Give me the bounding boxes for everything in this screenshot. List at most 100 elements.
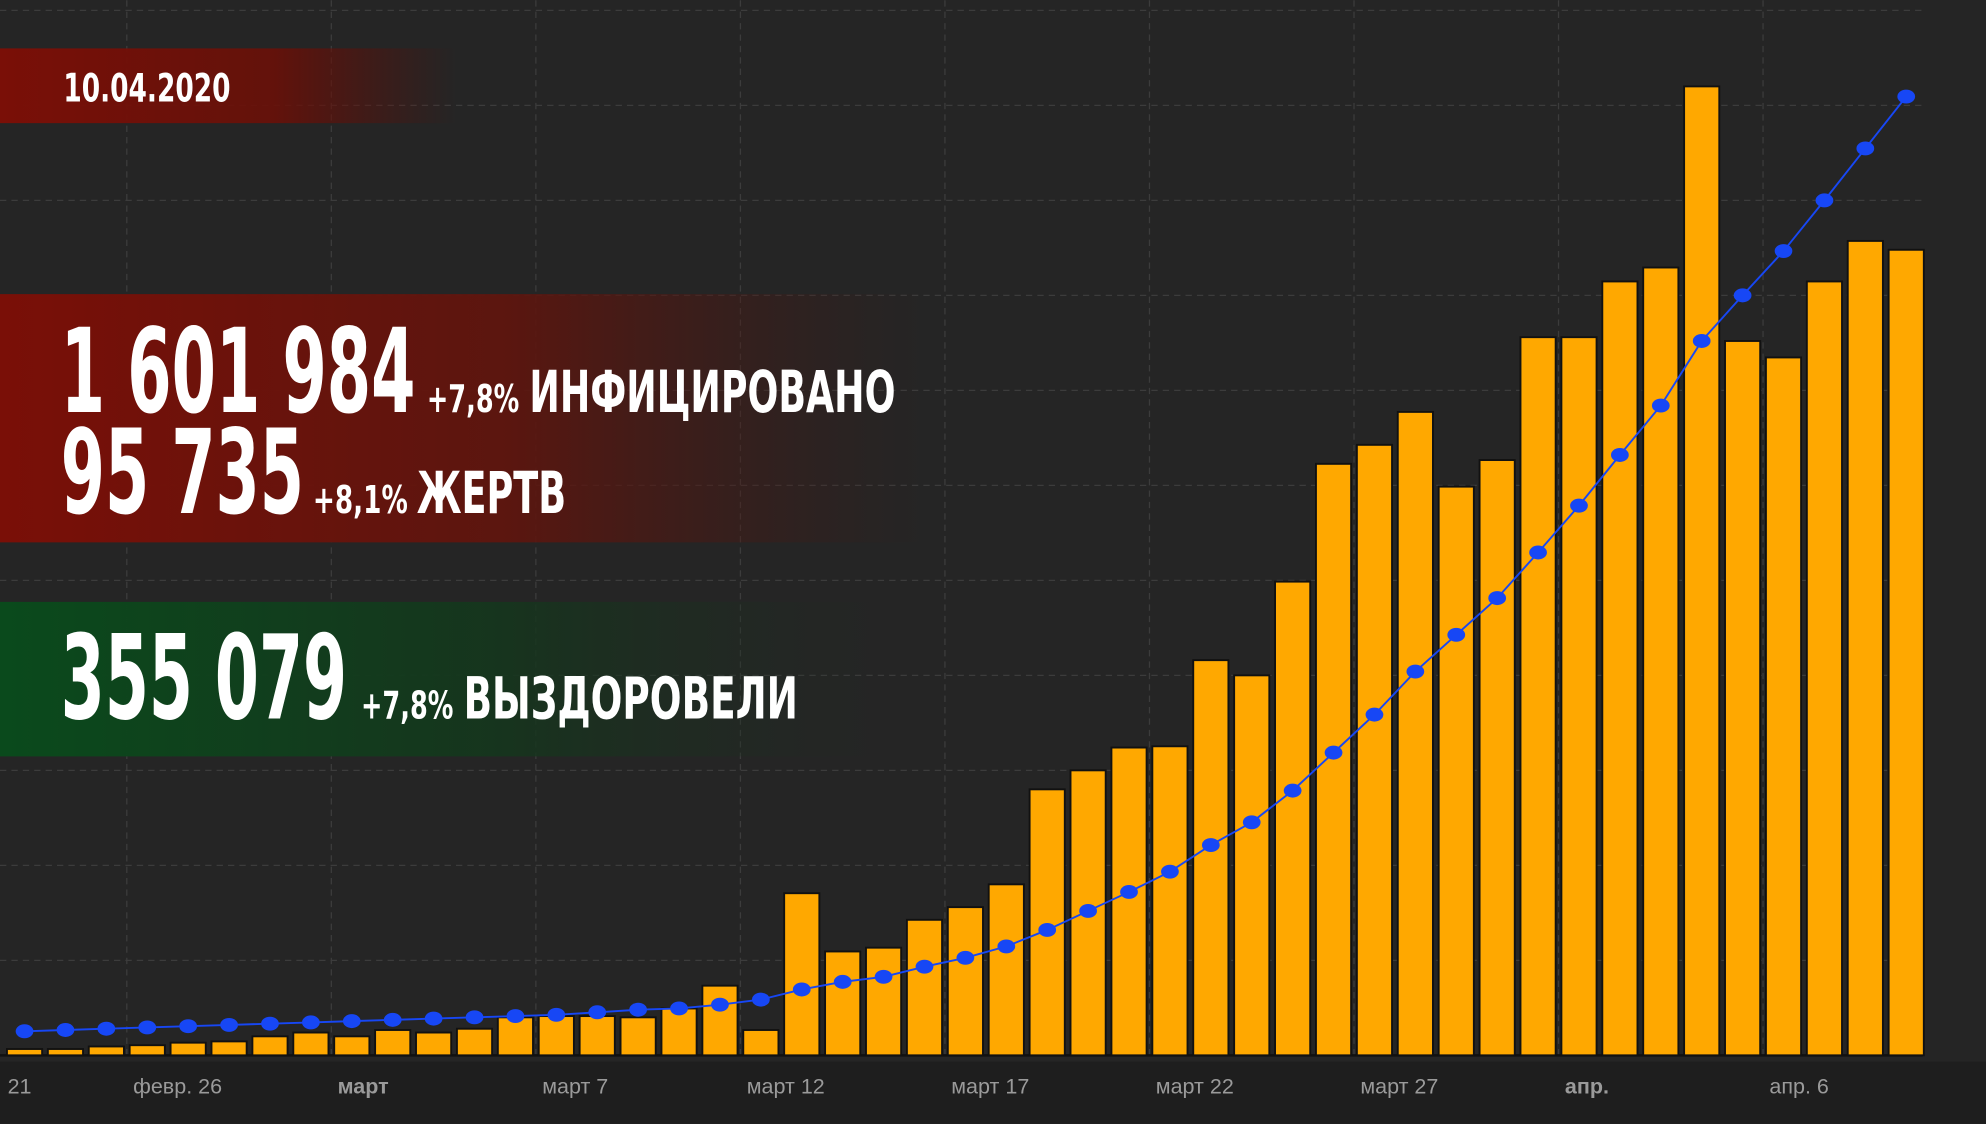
bar — [1355, 443, 1393, 1057]
bar — [1028, 788, 1066, 1057]
line-point — [1570, 498, 1588, 513]
line-point — [220, 1017, 238, 1032]
x-tick-label: март 7 — [542, 1074, 608, 1098]
stat-change: +7,8% — [361, 683, 453, 727]
bar — [1192, 659, 1230, 1057]
bar — [987, 883, 1025, 1057]
line-point — [711, 997, 729, 1012]
bar — [1846, 239, 1884, 1057]
line-point — [1365, 707, 1384, 722]
bar — [1396, 410, 1434, 1057]
line-point — [1038, 922, 1057, 937]
stat-label: ИНФИЦИРОВАНО — [529, 358, 895, 426]
bar — [292, 1031, 330, 1057]
line-point — [956, 950, 975, 965]
line-point — [874, 969, 893, 984]
line-point — [1242, 815, 1261, 830]
bar — [1110, 746, 1148, 1057]
bar — [1151, 745, 1189, 1057]
line-point — [833, 974, 852, 989]
line-point — [792, 982, 811, 997]
stat-number: 1 601 984 — [61, 305, 416, 440]
bar — [619, 1016, 657, 1057]
stat-change: +8,1% — [313, 478, 408, 522]
bar — [865, 946, 903, 1057]
bar — [1437, 485, 1475, 1057]
x-tick-label: апр. 6 — [1769, 1074, 1829, 1098]
line-point — [383, 1012, 402, 1027]
bar — [537, 1015, 575, 1057]
bar — [169, 1041, 207, 1057]
line-point — [342, 1014, 361, 1029]
line-point — [506, 1009, 525, 1024]
bar — [1519, 336, 1557, 1057]
line-point — [1774, 244, 1793, 259]
bar — [660, 1007, 698, 1057]
green-panel — [0, 601, 887, 757]
bar — [251, 1035, 289, 1057]
bar — [1724, 340, 1762, 1057]
bar — [415, 1031, 453, 1057]
line-point — [1529, 545, 1547, 560]
x-tick-label: февр. 26 — [133, 1074, 222, 1098]
date-band — [0, 48, 456, 124]
line-point — [1856, 141, 1875, 156]
line-point — [1815, 193, 1834, 208]
bar — [46, 1048, 84, 1057]
line-point — [915, 959, 934, 974]
x-tick-label: апр. — [1565, 1074, 1609, 1098]
bar — [1274, 580, 1312, 1057]
bar — [496, 1016, 534, 1057]
line-point — [1120, 884, 1138, 899]
bar — [1560, 336, 1598, 1057]
line-point — [751, 992, 770, 1007]
line-point — [15, 1024, 34, 1039]
line-point — [997, 939, 1016, 954]
line-point — [588, 1005, 607, 1020]
axis-area — [0, 1061, 1986, 1124]
line-point — [138, 1020, 157, 1035]
bar — [87, 1045, 125, 1057]
line-point — [179, 1019, 198, 1034]
line-point — [1692, 334, 1711, 348]
line-point — [97, 1021, 116, 1036]
line-point — [465, 1010, 484, 1025]
bar — [210, 1040, 248, 1057]
line-point — [1651, 398, 1670, 413]
bar — [1805, 280, 1843, 1057]
bar — [374, 1029, 412, 1057]
bar — [946, 906, 984, 1057]
bar — [1233, 674, 1271, 1057]
line-point — [1324, 745, 1343, 760]
stat-number: 95 735 — [61, 406, 304, 541]
stat-change: +7,8% — [427, 377, 519, 421]
line-point — [1283, 783, 1302, 798]
bar — [6, 1048, 44, 1057]
line-point — [1161, 864, 1179, 879]
line-point — [1079, 903, 1097, 918]
bar — [783, 892, 821, 1057]
line-point — [629, 1002, 648, 1017]
date: 10.04.2020 — [63, 67, 230, 112]
line-point — [261, 1016, 279, 1031]
line-point — [424, 1011, 443, 1026]
x-tick-label: март — [338, 1074, 389, 1098]
bar — [578, 1015, 616, 1057]
red-panel — [0, 294, 925, 543]
x-tick-label: март 12 — [747, 1074, 825, 1098]
bar — [128, 1044, 166, 1057]
stat-label: ВЫЗДОРОВЕЛИ — [464, 664, 798, 732]
line-point — [1611, 448, 1629, 462]
x-tick-label: 21 — [8, 1074, 32, 1098]
x-tick-label: март 22 — [1156, 1074, 1234, 1098]
bar — [455, 1027, 494, 1057]
line-point — [547, 1007, 566, 1022]
line-point — [1201, 838, 1220, 853]
bar — [1683, 85, 1721, 1057]
line-point — [56, 1023, 75, 1037]
line-point — [1406, 664, 1425, 679]
line-point — [670, 1001, 688, 1016]
